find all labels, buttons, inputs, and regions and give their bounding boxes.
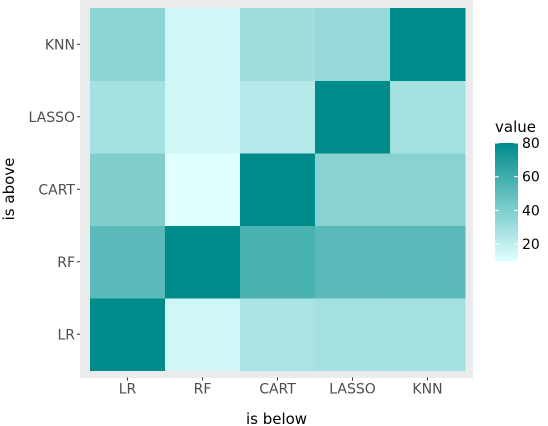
legend-colorbar <box>495 143 518 261</box>
legend: value 20 40 60 80 <box>495 118 540 261</box>
legend-ticks: 20 40 60 80 <box>495 136 540 253</box>
x-tick-label: LASSO <box>329 382 376 398</box>
x-tick-label: KNN <box>412 382 442 398</box>
heatmap-cell-lasso-lr <box>90 80 166 154</box>
heatmap-cell-lasso-lasso <box>315 80 391 154</box>
x-axis-title: is below <box>246 410 307 426</box>
legend-tick-label: 20 <box>522 237 540 253</box>
y-tick-label: CART <box>38 182 75 198</box>
legend-tick-label: 80 <box>522 136 540 152</box>
heatmap-cell-knn-knn <box>390 8 466 81</box>
heatmap-cell-rf-knn <box>390 225 466 299</box>
heatmap-cell-rf-lr <box>90 225 166 299</box>
heatmap-cell-lr-lr <box>90 298 166 371</box>
heatmap-cell-rf-cart <box>240 225 316 299</box>
heatmap-cell-lr-rf <box>165 298 241 371</box>
heatmap-cell-lr-cart <box>240 298 316 371</box>
legend-tick-label: 60 <box>522 170 540 186</box>
heatmap-cell-cart-knn <box>390 153 466 226</box>
x-tick-label: LR <box>119 382 137 398</box>
legend-tick-label: 40 <box>522 203 540 219</box>
y-axis: LR RF CART LASSO KNN <box>29 37 80 343</box>
x-axis: LR RF CART LASSO KNN <box>119 377 443 398</box>
heatmap-cell-lasso-knn <box>390 80 466 154</box>
legend-title: value <box>495 118 536 136</box>
heatmap-cell-cart-lasso <box>315 153 391 226</box>
heatmap-cell-knn-rf <box>165 8 241 81</box>
y-tick-label: LR <box>57 327 75 343</box>
y-tick-label: RF <box>57 255 75 271</box>
heatmap-cell-lr-knn <box>390 298 466 371</box>
heatmap-cell-knn-lasso <box>315 8 391 81</box>
heatmap-cell-cart-lr <box>90 153 166 226</box>
heatmap-cells <box>90 8 466 371</box>
heatmap-cell-cart-rf <box>165 153 241 226</box>
heatmap-cell-lasso-rf <box>165 80 241 154</box>
heatmap-cell-cart-cart <box>240 153 316 226</box>
y-tick-label: LASSO <box>29 110 76 126</box>
x-tick-label: CART <box>259 382 296 398</box>
y-tick-label: KNN <box>45 37 75 53</box>
heatmap-cell-lasso-cart <box>240 80 316 154</box>
heatmap-cell-knn-lr <box>90 8 166 81</box>
x-tick-label: RF <box>194 382 212 398</box>
heatmap-cell-lr-lasso <box>315 298 391 371</box>
y-axis-title: is above <box>0 158 18 221</box>
heatmap-cell-rf-rf <box>165 225 241 299</box>
heatmap-cell-knn-cart <box>240 8 316 81</box>
heatmap-cell-rf-lasso <box>315 225 391 299</box>
